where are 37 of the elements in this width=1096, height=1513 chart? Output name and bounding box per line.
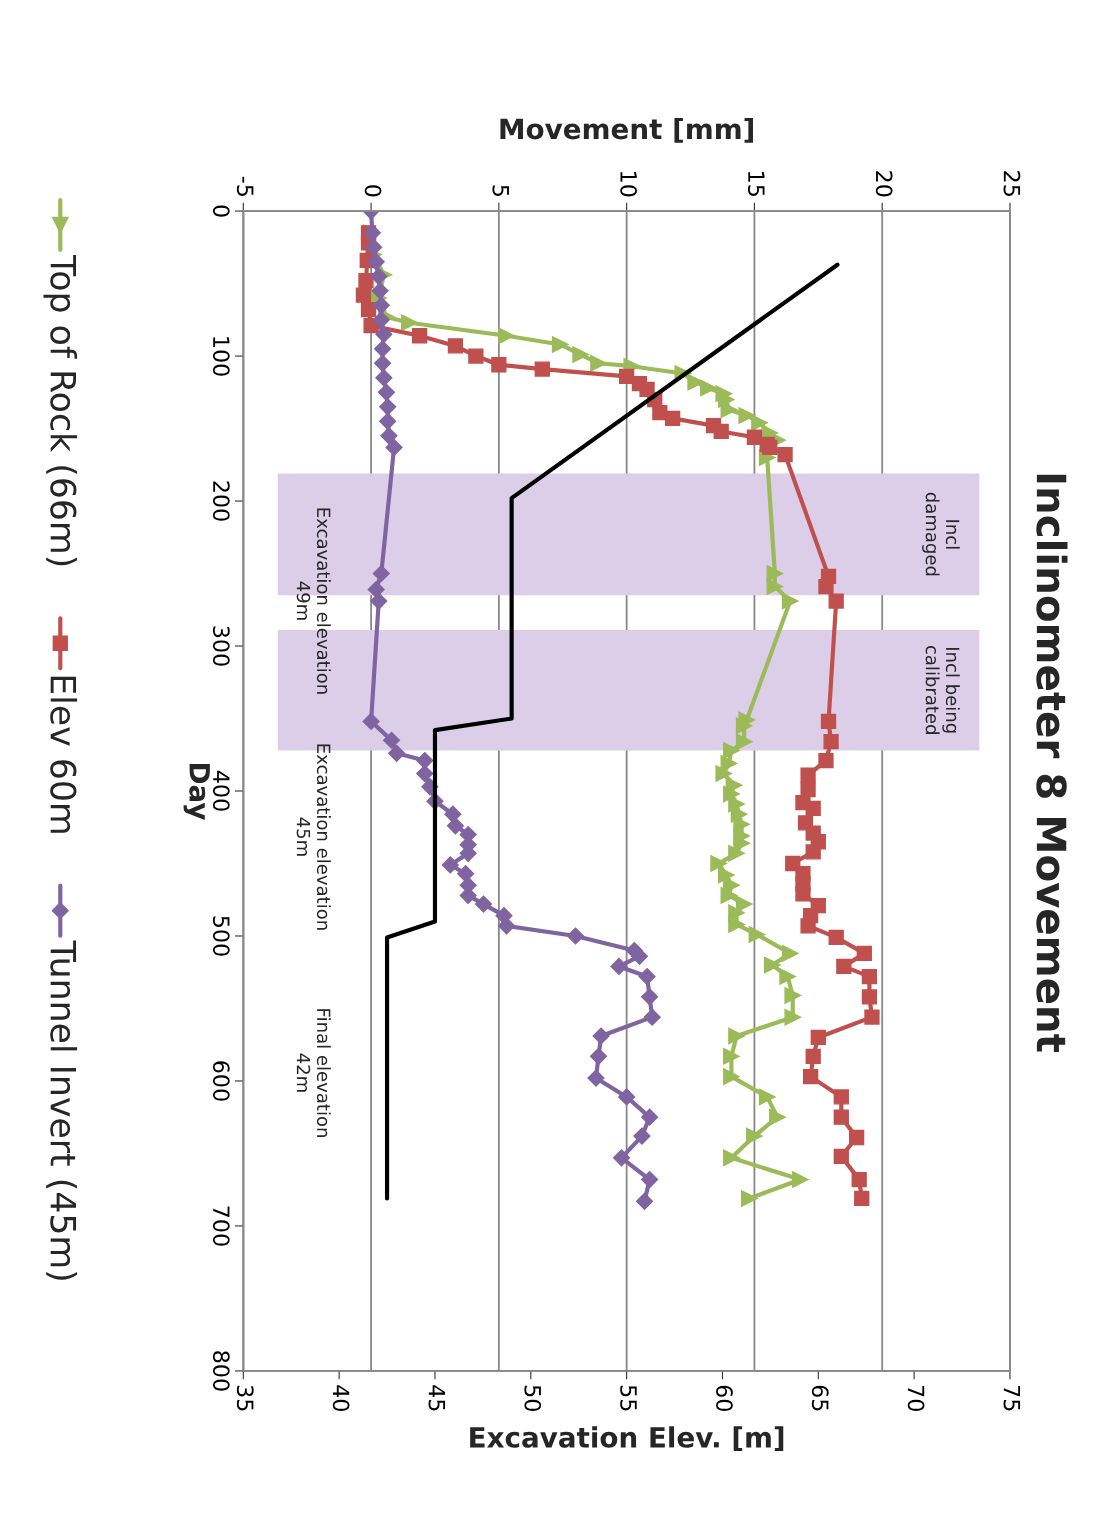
y-tick-label: 0 bbox=[212, 205, 230, 217]
annotation: Excavation elevation 49m bbox=[296, 508, 331, 694]
x2-tick-label: 0 bbox=[364, 185, 382, 197]
x2-axis-title: Movement [mm] bbox=[500, 117, 753, 143]
x2-tick-label: -5 bbox=[236, 176, 254, 196]
y-tick-label: 400 bbox=[212, 770, 230, 811]
text: Inclinometer 8 Movement bbox=[1036, 474, 1068, 1052]
x-tick-label: 50 bbox=[524, 1385, 542, 1411]
y-tick-label: 700 bbox=[212, 1206, 230, 1246]
y-tick-label: 200 bbox=[212, 481, 230, 521]
legend-label: Top of Rock (66m) bbox=[43, 254, 78, 566]
x-tick-label: 60 bbox=[716, 1385, 733, 1411]
annotation: Final elevation 42m bbox=[296, 1009, 331, 1137]
x-tick-label: 40 bbox=[332, 1385, 350, 1411]
x2-tick-label: 10 bbox=[620, 172, 637, 197]
x-tick-label: 75 bbox=[1003, 1385, 1021, 1411]
y-tick-label: 300 bbox=[212, 626, 230, 666]
x2-tick-label: 25 bbox=[1003, 171, 1021, 196]
x2-tick-label: 15 bbox=[747, 172, 765, 196]
y-tick-label: 500 bbox=[212, 916, 230, 956]
x-tick-label: 35 bbox=[236, 1385, 254, 1411]
band-label: Incl damaged bbox=[922, 492, 960, 576]
x-tick-label: 65 bbox=[811, 1385, 829, 1411]
legend-label: Tunnel Invert (45m) bbox=[46, 940, 78, 1280]
y-tick-label: 600 bbox=[212, 1061, 230, 1101]
y-tick-label: 800 bbox=[212, 1351, 230, 1391]
legend-label: Elev 60m bbox=[50, 676, 78, 833]
x2-tick-label: 20 bbox=[875, 171, 893, 197]
y-tick-label: 100 bbox=[212, 337, 230, 376]
band-label: Incl being calibrated bbox=[925, 645, 960, 734]
annotation: Excavation elevation 45m bbox=[296, 744, 331, 930]
x-tick-label: 55 bbox=[620, 1385, 637, 1411]
x2-tick-label: 5 bbox=[492, 185, 509, 196]
x-tick-label: 45 bbox=[428, 1385, 446, 1411]
x-axis-title: Excavation Elev. [m] bbox=[470, 1426, 784, 1452]
y-axis-title: Day bbox=[183, 764, 210, 821]
x-tick-label: 70 bbox=[907, 1385, 925, 1411]
